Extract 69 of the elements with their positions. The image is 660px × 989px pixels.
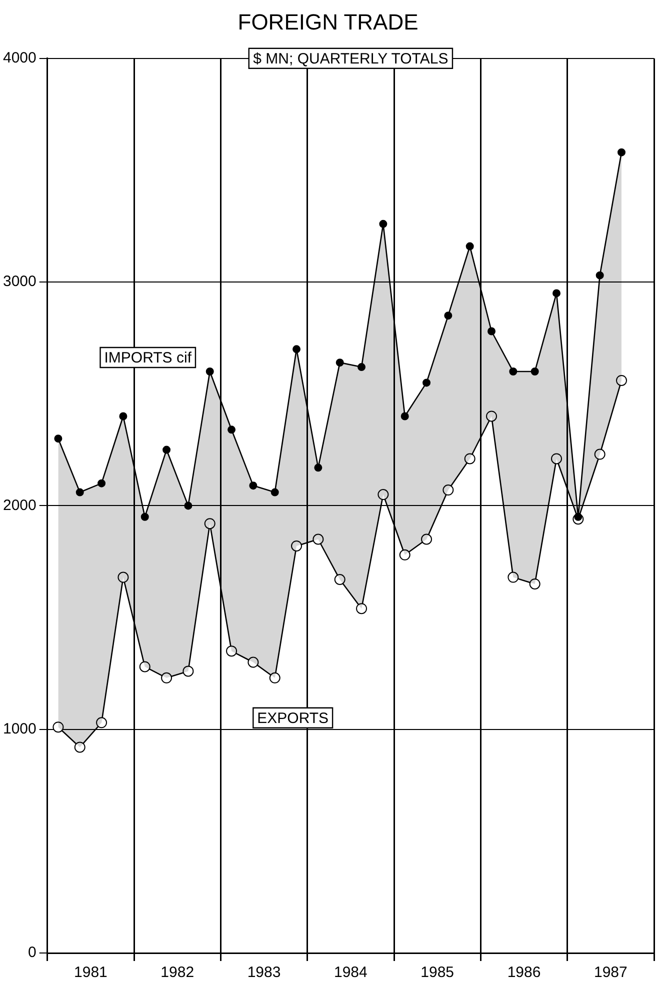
point [466, 242, 474, 250]
point [206, 368, 214, 376]
y-tick-label: 3000 [2, 273, 36, 290]
point [509, 368, 518, 376]
x-tick-label: 1983 [247, 964, 281, 982]
point [616, 374, 627, 386]
point [356, 603, 368, 614]
point [119, 412, 128, 420]
point [594, 448, 606, 460]
point [270, 488, 279, 496]
point [291, 540, 302, 552]
x-tick-label: 1982 [160, 964, 194, 982]
point [358, 363, 366, 372]
x-tick-label: 1985 [420, 964, 454, 982]
x-tick-label: 1986 [507, 964, 541, 982]
point [76, 488, 84, 496]
point [444, 312, 452, 320]
point [334, 574, 346, 586]
point [226, 646, 238, 657]
point [52, 722, 64, 733]
point [314, 464, 322, 472]
y-tick-label: 0 [28, 944, 36, 962]
point [312, 534, 324, 545]
y-tick-label: 2000 [2, 496, 36, 514]
point [529, 578, 540, 590]
point [488, 327, 496, 336]
point [269, 672, 280, 684]
x-tick-label: 1984 [334, 964, 368, 982]
point [204, 518, 216, 530]
point [618, 148, 626, 156]
point [421, 534, 432, 545]
point [464, 453, 476, 464]
y-tick-label: 1000 [2, 720, 36, 738]
point [400, 412, 409, 420]
series-label: IMPORTS cif [104, 350, 192, 367]
point [292, 345, 301, 354]
point [552, 289, 561, 298]
text: EXPORTS [257, 710, 329, 728]
point [442, 484, 454, 496]
point [379, 220, 388, 228]
point [486, 410, 498, 422]
point [574, 512, 582, 521]
point [162, 446, 171, 454]
point [96, 717, 108, 728]
point [98, 479, 106, 488]
x-tick-label: 1981 [74, 964, 108, 982]
chart-title: FOREIGN TRADE [238, 9, 418, 34]
point [139, 661, 150, 672]
point [336, 358, 344, 367]
point [422, 378, 431, 387]
chart-subtitle: $ MN; QUARTERLY TOTALS [253, 50, 448, 68]
x-tick-label: 1987 [594, 964, 628, 982]
point [508, 572, 519, 583]
point [74, 742, 86, 753]
point [54, 434, 62, 443]
point [140, 512, 149, 521]
point [378, 489, 389, 500]
point [249, 482, 258, 490]
point [182, 666, 194, 677]
point [161, 672, 172, 684]
point [184, 502, 192, 510]
point [228, 426, 236, 434]
point [248, 656, 259, 668]
point [530, 368, 539, 376]
point [118, 572, 129, 583]
point [551, 453, 562, 464]
point [596, 271, 604, 280]
point [399, 549, 410, 560]
y-tick-label: 4000 [2, 50, 36, 67]
